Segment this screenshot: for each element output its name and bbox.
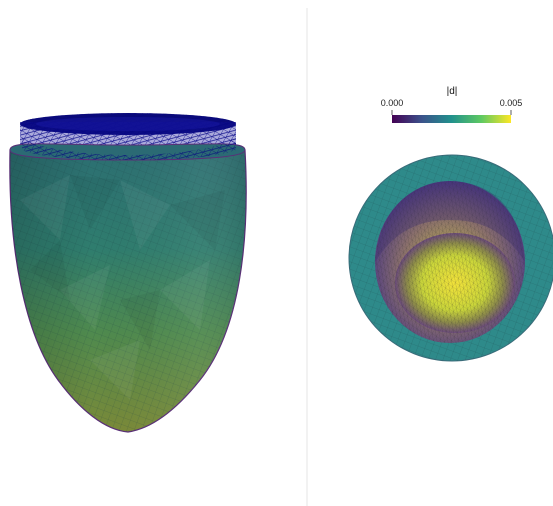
colorbar-gradient <box>392 115 511 123</box>
colorbar-max-label: 0.005 <box>500 98 523 108</box>
colorbar-title: |d| <box>447 86 458 97</box>
right-view <box>348 154 553 362</box>
left-view <box>9 113 247 433</box>
colorbar: |d| 0.000 0.005 <box>381 86 523 123</box>
colorbar-min-label: 0.000 <box>381 98 404 108</box>
